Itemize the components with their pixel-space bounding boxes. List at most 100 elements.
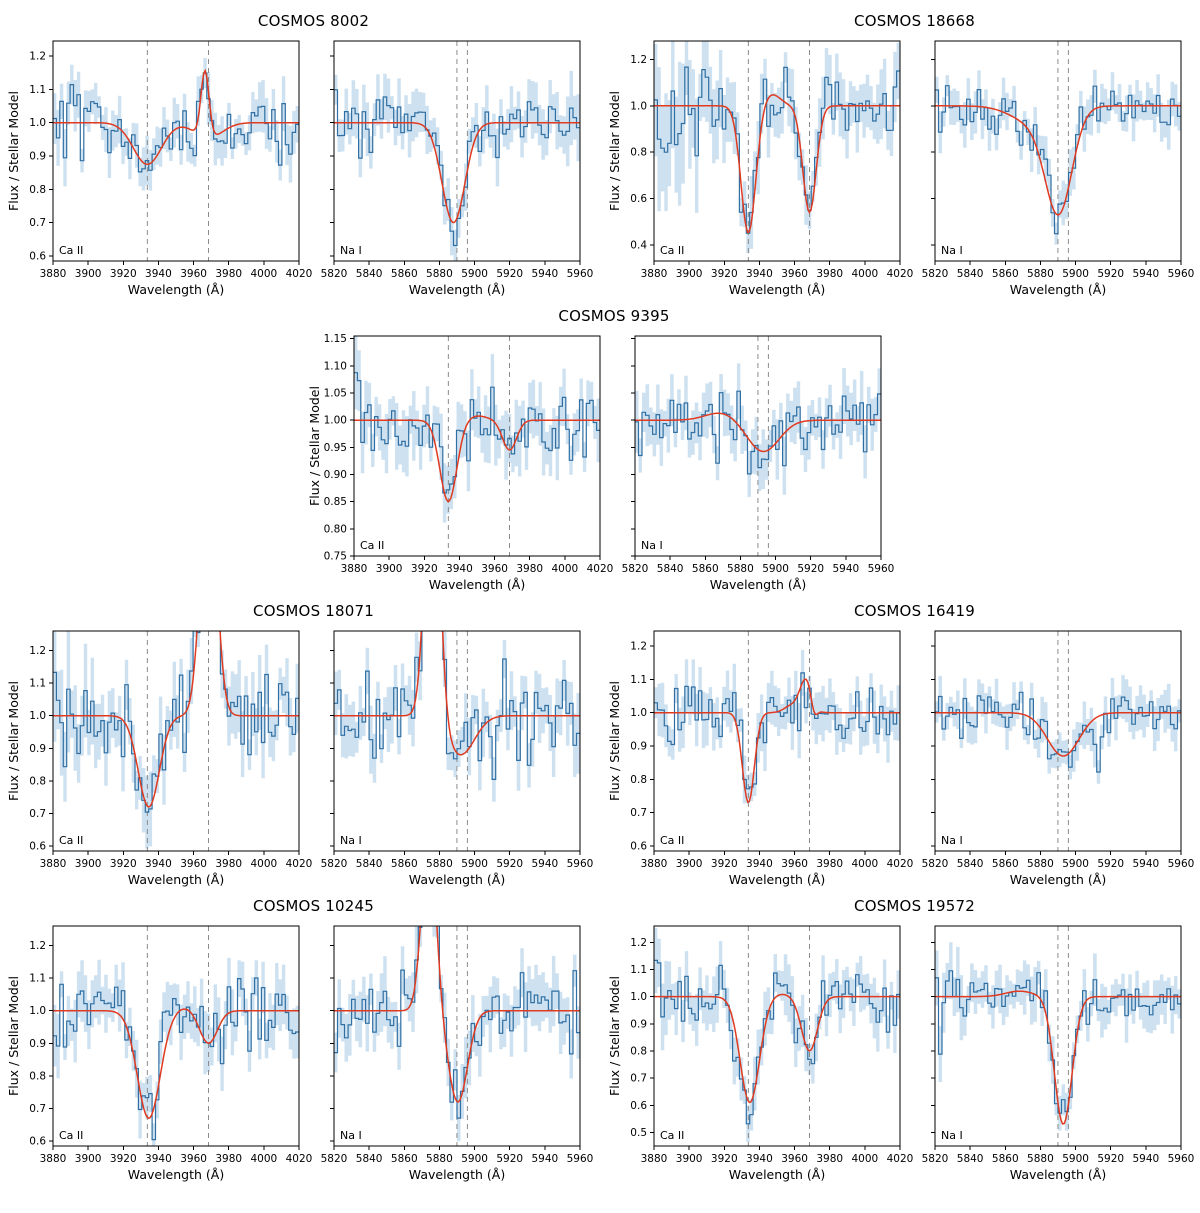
species-label: Na I (941, 834, 963, 847)
x-tick-label: 3940 (145, 268, 172, 280)
spectrum-trace (634, 390, 881, 475)
x-tick-label: 3880 (641, 858, 668, 870)
group-cosmos-19572: COSMOS 19572 3880 3900 3920 3940 3960 3980 400… (607, 897, 1194, 1186)
y-tick-label: 0.9 (29, 1038, 46, 1050)
x-axis-label: Wavelength (Å) (729, 872, 825, 887)
x-tick-label: 3960 (481, 563, 508, 575)
figure-row-2: COSMOS 9395 3880 3900 3920 3940 3960 3980 4000… (4, 307, 1196, 596)
panel-na-i: 5820 5840 5860 5880 5900 5920 5940 5960 Waveleng… (922, 630, 1194, 887)
model-fit-curve (334, 926, 580, 1103)
plot-frame (333, 630, 581, 852)
y-tick-label: 1.00 (323, 415, 346, 427)
species-label: Ca II (660, 834, 684, 847)
x-axis-label: Wavelength (Å) (409, 872, 505, 887)
x-tick-label: 3980 (215, 1153, 242, 1165)
y-tick-label: 1.2 (29, 940, 46, 952)
spectrum-trace (53, 977, 299, 1141)
x-tick-label: 3920 (711, 268, 738, 280)
error-band (53, 631, 299, 849)
y-tick-label: 0.6 (630, 841, 647, 853)
group-cosmos-18668: COSMOS 18668 3880 3900 3920 3940 3960 3980 400… (607, 12, 1194, 301)
x-tick-label: 5880 (1027, 268, 1054, 280)
group-title: COSMOS 16419 (854, 602, 975, 620)
x-tick-label: 5820 (922, 268, 949, 280)
panel-na-i: 5820 5840 5860 5880 5900 5920 5940 5960 Waveleng… (922, 40, 1194, 297)
x-tick-label: 3920 (110, 1153, 137, 1165)
model-fit-curve (935, 711, 1181, 757)
x-tick-label: 4020 (887, 858, 913, 870)
species-label: Ca II (660, 244, 684, 257)
y-tick-label: 0.8 (29, 775, 46, 787)
group-title: COSMOS 9395 (558, 307, 670, 325)
x-tick-label: 3960 (781, 858, 808, 870)
x-tick-label: 3980 (215, 268, 242, 280)
y-tick-label: 1.05 (323, 388, 346, 400)
y-tick-label: 0.8 (630, 147, 647, 159)
y-tick-label: 0.7 (29, 217, 46, 229)
plot-frame (52, 925, 300, 1147)
plot-frame (934, 925, 1182, 1147)
y-tick-label: 0.9 (630, 741, 647, 753)
x-tick-label: 5940 (1132, 858, 1159, 870)
x-tick-label: 3940 (746, 1153, 773, 1165)
y-tick-label: 1.2 (29, 645, 46, 657)
x-axis-label: Wavelength (Å) (128, 282, 224, 297)
panel-na-i: 5820 5840 5860 5880 5900 5920 5940 5960 Waveleng… (621, 335, 894, 592)
x-tick-label: 3880 (641, 1153, 668, 1165)
x-tick-label: 3960 (781, 1153, 808, 1165)
plot-frame (52, 630, 300, 852)
x-tick-label: 5940 (531, 268, 558, 280)
y-tick-label: 0.9 (630, 1018, 647, 1030)
x-tick-label: 5840 (957, 268, 984, 280)
x-axis-label: Wavelength (Å) (1010, 1167, 1106, 1182)
x-tick-label: 5960 (1168, 858, 1194, 870)
error-band (353, 336, 600, 523)
x-tick-label: 5900 (461, 268, 488, 280)
x-tick-label: 3940 (746, 268, 773, 280)
x-tick-label: 3900 (375, 563, 402, 575)
plot-frame (653, 925, 901, 1147)
x-tick-label: 5900 (1062, 1153, 1089, 1165)
x-tick-label: 4020 (286, 1153, 312, 1165)
y-tick-label: 1.1 (630, 674, 647, 686)
plot-frame (52, 40, 300, 262)
y-tick-label: 1.0 (630, 991, 647, 1003)
x-tick-label: 3920 (110, 268, 137, 280)
panel-na-i: 5820 5840 5860 5880 5900 5920 5940 5960 Waveleng… (321, 925, 593, 1182)
y-tick-label: 0.6 (630, 1100, 647, 1112)
x-tick-label: 3920 (410, 563, 437, 575)
x-tick-label: 3900 (75, 268, 102, 280)
species-label: Na I (340, 834, 362, 847)
x-tick-label: 3900 (75, 1153, 102, 1165)
x-tick-label: 5940 (531, 1153, 558, 1165)
y-tick-label: 0.7 (29, 808, 46, 820)
y-tick-label: 1.0 (630, 707, 647, 719)
x-tick-label: 3900 (676, 858, 703, 870)
panel-pair: 3880 3900 3920 3940 3960 3980 4000 4020 0.6 0.7 0.… (6, 623, 593, 891)
x-tick-label: 3960 (180, 1153, 207, 1165)
model-fit-curve (53, 1008, 299, 1120)
x-tick-label: 5960 (1168, 1153, 1194, 1165)
y-tick-label: 0.80 (323, 523, 346, 535)
group-title: COSMOS 18668 (854, 12, 975, 30)
x-axis-label: Wavelength (Å) (709, 577, 805, 592)
species-label: Ca II (660, 1129, 684, 1142)
panel-na-i: 5820 5840 5860 5880 5900 5920 5940 5960 Waveleng… (321, 40, 593, 297)
y-tick-label: 0.75 (323, 551, 346, 563)
x-axis-label: Wavelength (Å) (409, 1167, 505, 1182)
spectrum-trace (654, 959, 900, 1125)
x-axis-label: Wavelength (Å) (1010, 282, 1106, 297)
model-fit-curve (334, 631, 580, 756)
x-tick-label: 5860 (391, 858, 418, 870)
x-tick-label: 4000 (250, 1153, 277, 1165)
model-fit-curve (654, 993, 900, 1104)
x-tick-label: 4000 (851, 1153, 878, 1165)
x-tick-label: 5880 (1027, 1153, 1054, 1165)
x-axis-label: Wavelength (Å) (128, 1167, 224, 1182)
species-label: Ca II (59, 244, 83, 257)
figure-row-3: COSMOS 18071 3880 3900 3920 3940 3960 3980 400… (4, 602, 1196, 891)
x-tick-label: 5920 (496, 268, 523, 280)
x-tick-label: 5840 (957, 1153, 984, 1165)
x-tick-label: 5920 (496, 858, 523, 870)
x-tick-label: 4000 (551, 563, 578, 575)
